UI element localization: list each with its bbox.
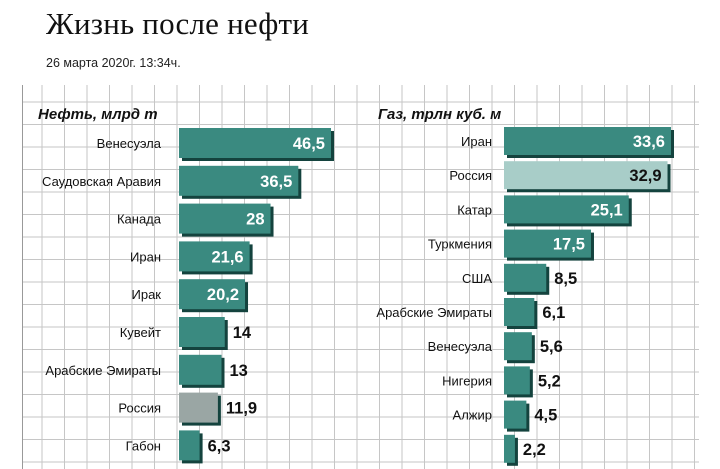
oil-category-label: Саудовская Аравия: [42, 174, 161, 189]
gas-bar-row: Россия 32,9: [449, 161, 671, 193]
gas-category-label: США: [462, 271, 492, 286]
gas-value-label: 2,2: [523, 441, 546, 459]
oil-bar: [179, 165, 299, 196]
oil-value-label: 13: [229, 362, 247, 380]
gas-bar: [504, 195, 629, 224]
gas-value-label: 5,6: [540, 338, 563, 356]
gas-value-label: 8,5: [554, 270, 577, 288]
gas-bar: [504, 229, 591, 258]
gas-category-label: Арабские Эмираты: [376, 305, 492, 320]
gas-bar: [504, 366, 530, 395]
oil-value-label: 14: [233, 324, 252, 342]
gas-value-label: 4,5: [534, 407, 557, 425]
gas-bar: [504, 400, 527, 429]
gas-value-label: 17,5: [553, 236, 585, 254]
oil-bar: [179, 317, 225, 347]
gas-bar-row: Катар 25,1: [457, 195, 632, 227]
oil-bar-row: Саудовская Аравия 36,5: [42, 165, 302, 199]
oil-category-label: Россия: [118, 401, 161, 416]
oil-bar: [179, 354, 222, 385]
gas-value-label: 25,1: [591, 201, 623, 219]
oil-value-label: 46,5: [293, 135, 325, 153]
gas-bar: [504, 127, 671, 155]
oil-bar: [179, 392, 218, 423]
gas-bar-row: Иран 33,6: [461, 127, 674, 158]
oil-category-label: Иран: [130, 249, 161, 264]
oil-bar: [179, 241, 250, 272]
oil-value-label: 11,9: [226, 400, 257, 418]
gas-bar: [504, 298, 535, 326]
oil-bar: [179, 430, 200, 461]
gas-category-label: Иран: [461, 134, 492, 149]
gas-category-label: Туркмения: [428, 237, 492, 252]
chart-left-border: [22, 85, 23, 469]
oil-bar-row: Габон 6,3: [126, 430, 231, 464]
gas-value-label: 33,6: [633, 133, 665, 151]
gas-bar: [504, 332, 532, 361]
page-title: Жизнь после нефти: [46, 6, 310, 41]
gas-value-label: 6,1: [542, 304, 565, 322]
gas-category-label: Алжир: [453, 408, 492, 423]
oil-category-label: Арабские Эмираты: [45, 363, 161, 378]
publish-date: 26 марта 2020г. 13:34ч.: [46, 56, 181, 70]
oil-category-label: Кувейт: [120, 325, 161, 340]
gas-axis-title: Газ, трлн куб. м: [378, 106, 501, 123]
oil-axis-title: Нефть, млрд т: [38, 106, 158, 123]
gas-bar-row: Алжир 4,5: [453, 400, 557, 432]
oil-bar-row: Иран 21,6: [130, 241, 253, 275]
oil-bar-row: Кувейт 14: [120, 317, 252, 350]
oil-value-label: 20,2: [207, 286, 239, 304]
oil-bar: [179, 128, 331, 158]
oil-value-label: 36,5: [260, 173, 292, 191]
gas-bar-row: Туркмения 17,5: [428, 229, 594, 261]
gas-bar-row: 2,2: [504, 434, 546, 466]
gas-value-label: 32,9: [629, 167, 661, 185]
oil-category-label: Венесуэла: [97, 136, 162, 151]
oil-value-label: 6,3: [208, 437, 231, 455]
oil-bar: [179, 279, 246, 310]
oil-bar-row: Венесуэла 46,5: [97, 128, 334, 161]
oil-bar-row: Россия 11,9: [118, 392, 257, 426]
oil-bar-row: Арабские Эмираты 13: [45, 354, 248, 388]
gas-bar-row: Нигерия 5,2: [442, 366, 561, 398]
gas-bar: [504, 161, 668, 190]
oil-category-label: Канада: [117, 212, 162, 227]
oil-chart: Нефть, млрд т Венесуэла 46,5 Саудовская Ара…: [38, 106, 334, 464]
gas-bar-row: Арабские Эмираты 6,1: [376, 298, 565, 329]
gas-category-label: Россия: [449, 168, 492, 183]
gas-category-label: Венесуэла: [428, 339, 493, 354]
gas-bar: [504, 434, 515, 463]
gas-category-label: Катар: [457, 202, 492, 217]
oil-bar: [179, 203, 271, 234]
gas-bar-row: США 8,5: [462, 263, 577, 295]
gas-category-label: Нигерия: [442, 373, 492, 388]
oil-bar-row: Канада 28: [117, 203, 274, 237]
oil-value-label: 28: [246, 211, 264, 229]
oil-value-label: 21,6: [211, 248, 243, 266]
gas-bar: [504, 263, 547, 292]
oil-bar-row: Ирак 20,2: [132, 279, 249, 313]
gas-value-label: 5,2: [538, 372, 561, 390]
gas-bar-row: Венесуэла 5,6: [428, 332, 563, 364]
oil-category-label: Габон: [126, 438, 161, 453]
oil-category-label: Ирак: [132, 287, 162, 302]
gas-chart: Газ, трлн куб. м Иран 33,6 Россия 32,9 Катар 2…: [376, 106, 674, 466]
